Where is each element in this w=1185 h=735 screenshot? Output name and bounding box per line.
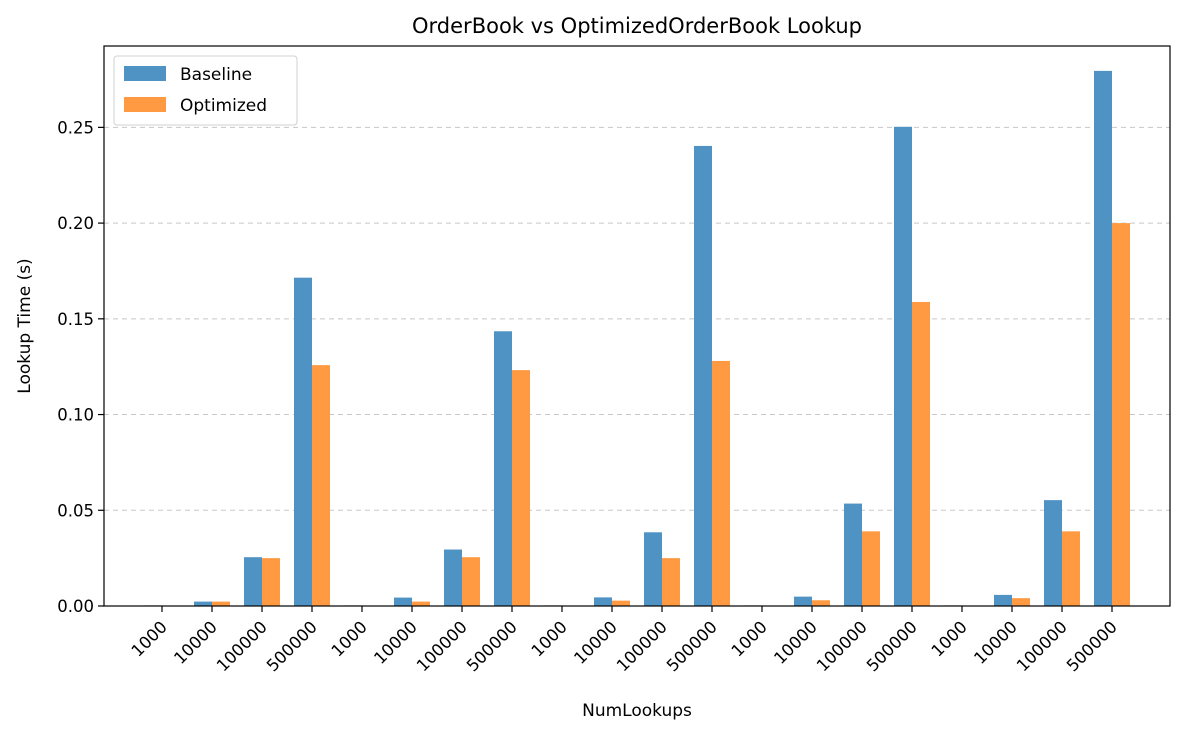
- bar-optimized-2: [262, 558, 280, 606]
- bar-optimized-6: [462, 557, 480, 606]
- x-axis-label: NumLookups: [582, 701, 692, 721]
- bar-baseline-14: [844, 503, 862, 606]
- legend-label-optimized: Optimized: [180, 96, 267, 116]
- bar-baseline-2: [244, 557, 262, 606]
- bar-baseline-10: [644, 532, 662, 606]
- legend-swatch-baseline: [124, 66, 166, 81]
- bar-optimized-5: [412, 601, 430, 606]
- bar-baseline-15: [894, 126, 912, 607]
- legend: Baseline Optimized: [113, 55, 298, 126]
- bar-optimized-11: [712, 360, 730, 606]
- bar-optimized-14: [862, 531, 880, 606]
- y-tick-label: 0.05: [57, 501, 94, 520]
- bar-optimized-7: [512, 370, 530, 606]
- bar-baseline-3: [294, 277, 312, 606]
- y-axis-label: Lookup Time (s): [15, 258, 35, 393]
- bar-optimized-10: [662, 558, 680, 606]
- bar-optimized-17: [1012, 598, 1030, 606]
- y-tick-label: 0.10: [57, 406, 94, 425]
- bar-baseline-19: [1094, 70, 1112, 606]
- bar-optimized-3: [312, 365, 330, 606]
- legend-swatch-optimized: [124, 97, 166, 112]
- bar-baseline-13: [794, 596, 812, 606]
- y-tick-label: 0.20: [57, 214, 94, 233]
- bars: [144, 70, 1130, 607]
- y-axis-ticks: 0.00 0.05 0.10 0.15 0.20 0.25: [57, 118, 104, 616]
- y-tick-label: 0.25: [57, 118, 94, 137]
- bar-baseline-1: [194, 601, 212, 606]
- plot-frame: [103, 45, 1171, 607]
- grid-lines: [104, 126, 1170, 511]
- y-tick-label: 0.00: [57, 597, 94, 616]
- bar-baseline-7: [494, 331, 512, 606]
- bar-baseline-9: [594, 597, 612, 606]
- bar-baseline-11: [694, 145, 712, 606]
- bar-optimized-15: [912, 301, 930, 606]
- bar-baseline-17: [994, 594, 1012, 606]
- bar-baseline-18: [1044, 500, 1062, 606]
- bar-optimized-1: [212, 601, 230, 606]
- bar-optimized-19: [1112, 223, 1130, 607]
- bar-optimized-13: [812, 600, 830, 606]
- chart-title: OrderBook vs OptimizedOrderBook Lookup: [412, 14, 862, 38]
- y-tick-label: 0.15: [57, 310, 94, 329]
- legend-label-baseline: Baseline: [180, 65, 252, 85]
- bar-baseline-5: [394, 597, 412, 606]
- bar-optimized-9: [612, 600, 630, 606]
- bar-optimized-18: [1062, 531, 1080, 606]
- bar-baseline-6: [444, 549, 462, 606]
